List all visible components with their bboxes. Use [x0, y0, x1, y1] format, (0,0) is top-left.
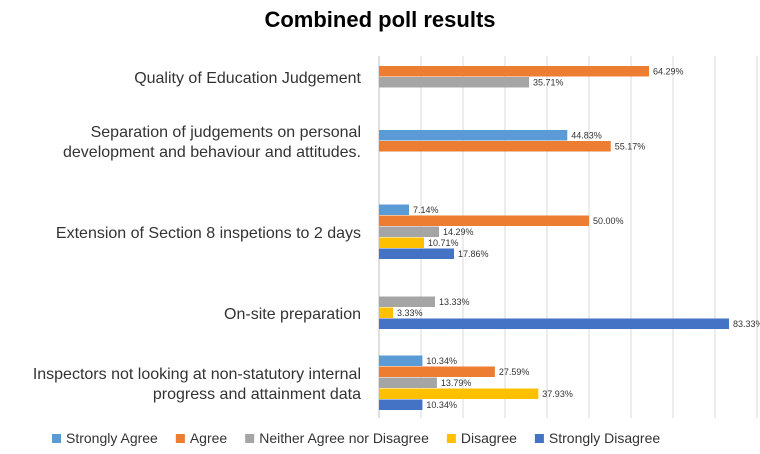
legend-swatch — [52, 434, 61, 443]
bar — [379, 377, 437, 388]
data-label: 64.29% — [653, 67, 684, 77]
data-label: 50.00% — [593, 216, 624, 226]
bar — [379, 248, 455, 259]
category-label: Inspectors not looking at non-statutory … — [33, 366, 361, 383]
legend-swatch — [534, 434, 544, 443]
legend-swatch — [245, 434, 255, 443]
data-label: 37.93% — [542, 389, 573, 399]
legend: Strongly Agree Agree Neither Agree nor Dis… — [52, 430, 660, 446]
bar — [379, 388, 539, 399]
data-label: 35.71% — [533, 78, 564, 88]
data-label: 83.33% — [733, 319, 760, 329]
bars: 64.29% 35.71% 44.83% 55.17% 7.14% 50.00% 14.29… — [379, 66, 760, 410]
data-label: 14.29% — [443, 227, 474, 237]
data-label: 44.83% — [571, 131, 602, 141]
legend-swatch — [446, 434, 456, 443]
data-label: 13.79% — [441, 378, 472, 388]
bar — [379, 130, 568, 141]
category-label: Quality of Education Judgement — [134, 70, 361, 87]
bar — [379, 141, 611, 152]
bar — [379, 355, 423, 366]
data-label: 17.86% — [458, 249, 489, 259]
data-label: 27.59% — [499, 367, 530, 377]
legend-entry: Strongly Agree — [66, 430, 158, 446]
data-label: 13.33% — [439, 297, 470, 307]
bar — [379, 77, 529, 88]
legend-entry: Strongly Disagree — [549, 430, 660, 446]
data-label: 10.34% — [426, 400, 457, 410]
category-labels: Quality of Education Judgement Separation… — [33, 70, 362, 403]
bar — [379, 66, 650, 77]
data-label: 7.14% — [413, 205, 439, 215]
bar — [379, 226, 440, 237]
category-label: Extension of Section 8 inspetions to 2 d… — [56, 225, 361, 242]
bar — [379, 318, 729, 329]
legend-entry: Neither Agree nor Disagree — [259, 430, 429, 446]
bar — [379, 399, 423, 410]
data-label: 10.71% — [428, 238, 459, 248]
bar — [379, 296, 435, 307]
bar — [379, 307, 393, 318]
bar — [379, 215, 589, 226]
data-label: 10.34% — [426, 356, 457, 366]
legend-entry: Disagree — [461, 430, 517, 446]
category-label: Separation of judgements on personal — [91, 124, 361, 141]
legend-entry: Agree — [190, 430, 228, 446]
category-label: On-site preparation — [224, 306, 361, 323]
chart-title: Combined poll results — [264, 7, 496, 32]
bar — [379, 204, 409, 215]
bar — [379, 237, 424, 248]
bar — [379, 366, 495, 377]
data-label: 3.33% — [397, 308, 423, 318]
data-label: 55.17% — [615, 142, 646, 152]
legend-swatch — [175, 434, 185, 443]
category-label: progress and attainment data — [153, 386, 361, 403]
category-label: development and behaviour and attitudes. — [63, 144, 361, 161]
